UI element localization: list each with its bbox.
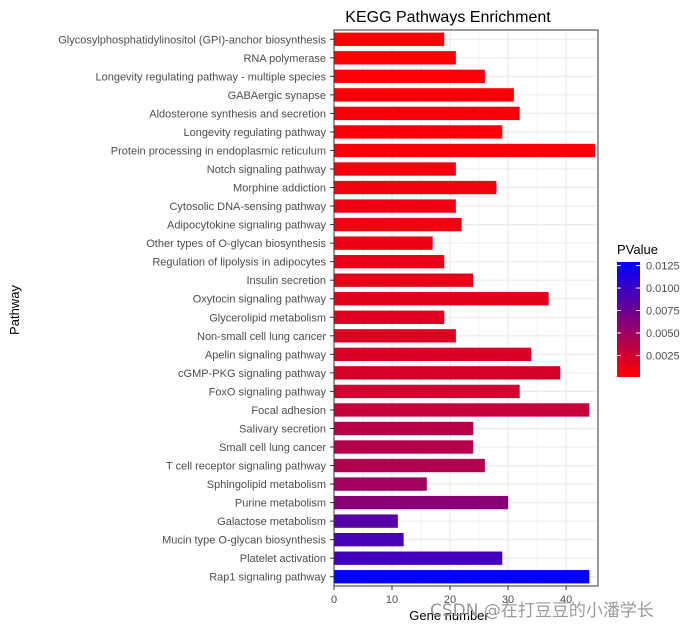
legend-tick-label: 0.0025 (646, 350, 680, 362)
bar-13 (334, 273, 474, 287)
bar-14 (334, 292, 549, 306)
bar-7 (334, 162, 456, 176)
y-tick-label: Morphine addiction (233, 183, 326, 195)
y-tick-label: Small cell lung cancer (219, 442, 326, 454)
y-tick-label: Notch signaling pathway (207, 164, 327, 176)
bar-27 (334, 532, 404, 547)
x-tick-label: 10 (386, 594, 398, 606)
y-tick-label: Rap1 signaling pathway (209, 572, 326, 584)
bar-layer (334, 32, 596, 584)
y-tick-label: cGMP-PKG signaling pathway (178, 368, 326, 380)
bar-9 (334, 199, 456, 213)
x-tick-label: 20 (444, 594, 456, 606)
y-tick-label: Salivary secretion (239, 423, 326, 435)
bar-22 (334, 440, 474, 454)
x-tick-label: 0 (331, 594, 337, 606)
y-tick-label: Aldosterone synthesis and secretion (149, 108, 326, 120)
legend-colorbar (617, 262, 640, 377)
bar-11 (334, 236, 433, 250)
legend-ticks: 0.0125 0.0100 0.0075 0.0050 0.0025 (617, 261, 680, 362)
bar-1 (334, 51, 456, 65)
bar-19 (334, 384, 520, 399)
bar-18 (334, 366, 561, 380)
y-tick-label: Purine metabolism (235, 498, 326, 510)
y-tick-label: FoxO signaling pathway (209, 386, 327, 398)
bar-20 (334, 403, 590, 417)
y-tick-label: Insulin secretion (247, 275, 327, 287)
y-tick-label: Platelet activation (240, 553, 326, 565)
y-tick-label: Focal adhesion (251, 405, 326, 417)
watermark: CSDN @在打豆豆的小潘学长 (430, 601, 654, 621)
bar-26 (334, 514, 398, 528)
y-axis-title: Pathway (7, 285, 22, 335)
y-tick-label: Adipocytokine signaling pathway (167, 220, 326, 232)
panel-border (333, 29, 599, 587)
y-tick-label: Longevity regulating pathway (184, 127, 327, 139)
bar-4 (334, 106, 520, 121)
y-tick-label: Other types of O-glycan biosynthesis (146, 238, 326, 250)
chart-title: KEGG Pathways Enrichment (345, 9, 551, 26)
y-tick-label: Glycerolipid metabolism (209, 312, 326, 324)
bar-25 (334, 495, 509, 510)
y-tick-label: Cytosolic DNA-sensing pathway (169, 201, 326, 213)
legend-tick-label: 0.0075 (646, 306, 680, 318)
y-tick-label: Longevity regulating pathway - multiple … (95, 71, 326, 83)
bar-24 (334, 477, 427, 491)
y-tick-label: Regulation of lipolysis in adipocytes (152, 257, 326, 269)
bar-15 (334, 310, 445, 324)
x-tick-label: 30 (502, 594, 514, 606)
bar-29 (334, 570, 590, 584)
y-tick-label: Protein processing in endoplasmic reticu… (111, 145, 326, 157)
bar-21 (334, 421, 474, 436)
bar-8 (334, 180, 497, 195)
y-tick-label: GABAergic synapse (228, 90, 326, 102)
y-tick-label: Galactose metabolism (217, 516, 326, 528)
y-tick-label: T cell receptor signaling pathway (166, 461, 326, 473)
bar-28 (334, 551, 503, 565)
y-tick-label: Oxytocin signaling pathway (193, 294, 327, 306)
legend-tick-label: 0.0125 (646, 261, 680, 273)
x-tick-labels: 0 10 20 30 40 (331, 594, 572, 606)
x-axis-title: Gene number (409, 608, 489, 623)
bar-10 (334, 217, 462, 232)
bar-0 (334, 32, 445, 46)
y-tick-label: Non-small cell lung cancer (197, 331, 326, 343)
y-tick-label: Sphingolipid metabolism (207, 479, 326, 491)
legend-tick-label: 0.0100 (646, 283, 680, 295)
y-tick-label: RNA polymerase (243, 53, 326, 65)
legend-title: PValue (617, 242, 658, 257)
bar-17 (334, 347, 532, 362)
y-tick-label: Mucin type O-glycan biosynthesis (162, 535, 326, 547)
bar-6 (334, 143, 596, 158)
bar-16 (334, 329, 456, 343)
bar-5 (334, 125, 503, 139)
y-tick-label: Apelin signaling pathway (205, 349, 327, 361)
x-tick-label: 40 (560, 594, 572, 606)
bar-3 (334, 88, 514, 102)
bar-12 (334, 254, 445, 269)
legend-tick-label: 0.0050 (646, 328, 680, 340)
y-tick-label: Glycosylphosphatidylinositol (GPI)-ancho… (58, 34, 326, 46)
y-tick-labels: Glycosylphosphatidylinositol (GPI)-ancho… (58, 34, 334, 584)
bar-23 (334, 458, 485, 473)
bar-2 (334, 69, 485, 84)
